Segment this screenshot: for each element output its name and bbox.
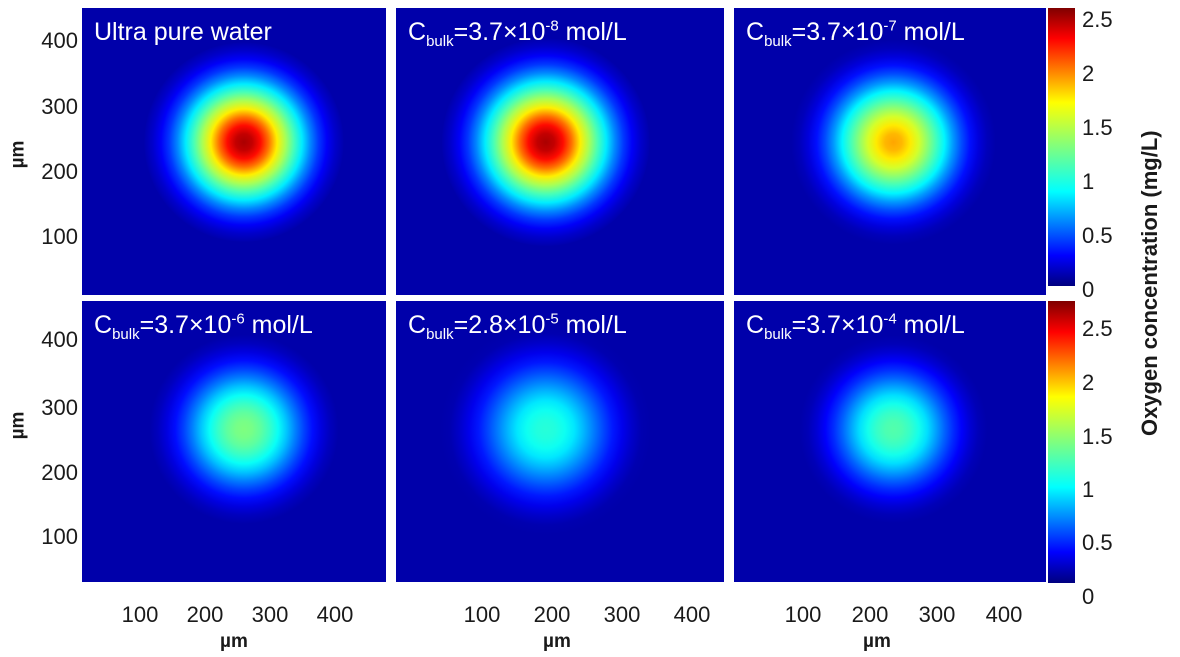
heatmap-panel-3-7e-4: Cbulk=3.7×10-4 mol/L xyxy=(734,301,1046,582)
y-tick-label: 100 xyxy=(41,524,78,549)
concentration-spot xyxy=(441,38,650,246)
panel-label: Cbulk=3.7×10-7 mol/L xyxy=(746,17,965,50)
panel-label: Cbulk=2.8×10-5 mol/L xyxy=(408,310,627,343)
colorbar-gradient xyxy=(1048,301,1075,583)
heatmap-svg xyxy=(82,301,386,582)
colorbar-tick-label: 1 xyxy=(1082,477,1095,502)
colorbar-tick-label: 1.5 xyxy=(1082,424,1113,449)
heatmap-panel-ultra-pure-water: Ultra pure water xyxy=(82,8,386,295)
heatmap-svg xyxy=(396,8,724,295)
x-tick-label: 300 xyxy=(603,602,641,627)
colorbar-gradient xyxy=(1048,8,1075,286)
colorbar-bottom xyxy=(1048,301,1075,583)
y-tick-label: 300 xyxy=(41,395,78,420)
colorbar-tick-label: 0.5 xyxy=(1082,530,1113,555)
heatmap-panel-2-8e-5: Cbulk=2.8×10-5 mol/L xyxy=(396,301,724,582)
x-axis-title: µm xyxy=(543,631,571,652)
colorbar-tick-label: 2 xyxy=(1082,370,1095,395)
x-tick-label: 200 xyxy=(851,602,889,627)
concentration-spot xyxy=(144,42,344,242)
x-tick-label: 400 xyxy=(673,602,711,627)
x-tick-label: 300 xyxy=(918,602,956,627)
heatmap-panel-3-7e-6: Cbulk=3.7×10-6 mol/L xyxy=(82,301,386,582)
y-axis-title: µm xyxy=(7,140,29,169)
colorbar-tick-label: 0 xyxy=(1082,584,1095,609)
x-tick-label: 100 xyxy=(784,602,822,627)
heatmap-svg xyxy=(734,301,1046,582)
y-tick-label: 400 xyxy=(41,327,78,352)
concentration-spot xyxy=(791,327,996,532)
x-tick-label: 200 xyxy=(533,602,571,627)
concentration-spot xyxy=(140,326,348,533)
y-tick-label: 200 xyxy=(41,460,78,485)
x-tick-label: 200 xyxy=(186,602,224,627)
colorbar-tick-label: 0 xyxy=(1082,277,1095,302)
colorbar-tick-label: 0.5 xyxy=(1082,223,1113,248)
x-axis-title: µm xyxy=(863,631,891,652)
x-tick-label: 400 xyxy=(316,602,354,627)
colorbar-tick-label: 1 xyxy=(1082,169,1095,194)
x-tick-label: 400 xyxy=(985,602,1023,627)
colorbar-tick-label: 2 xyxy=(1082,61,1095,86)
y-tick-label: 200 xyxy=(41,159,78,184)
y-tick-label: 300 xyxy=(41,94,78,119)
x-tick-label: 300 xyxy=(251,602,289,627)
heatmap-panel-3-7e-7: Cbulk=3.7×10-7 mol/L xyxy=(734,8,1046,295)
panel-label: Cbulk=3.7×10-6 mol/L xyxy=(94,310,313,343)
concentration-spot xyxy=(791,39,996,245)
panel-label: Cbulk=3.7×10-8 mol/L xyxy=(408,17,627,50)
colorbar-title: Oxygen concentration (mg/L) xyxy=(1137,130,1162,436)
heatmap-svg xyxy=(396,301,724,582)
panel-label: Ultra pure water xyxy=(94,18,272,46)
x-axis-title: µm xyxy=(220,631,248,652)
concentration-spot xyxy=(430,314,661,545)
panel-label: Cbulk=3.7×10-4 mol/L xyxy=(746,310,965,343)
x-tick-label: 100 xyxy=(121,602,159,627)
colorbar-tick-label: 1.5 xyxy=(1082,115,1113,140)
x-tick-label: 100 xyxy=(463,602,501,627)
colorbar-tick-label: 2.5 xyxy=(1082,7,1113,32)
y-axis-title: µm xyxy=(7,411,29,440)
heatmap-svg xyxy=(82,8,386,295)
colorbar-svg xyxy=(1048,8,1075,286)
y-tick-label: 400 xyxy=(41,28,78,53)
colorbar-tick-label: 2.5 xyxy=(1082,316,1113,341)
heatmap-svg xyxy=(734,8,1046,295)
y-tick-label: 100 xyxy=(41,224,78,249)
colorbar-top xyxy=(1048,8,1075,286)
colorbar-svg xyxy=(1048,301,1075,583)
heatmap-panel-3-7e-8: Cbulk=3.7×10-8 mol/L xyxy=(396,8,724,295)
